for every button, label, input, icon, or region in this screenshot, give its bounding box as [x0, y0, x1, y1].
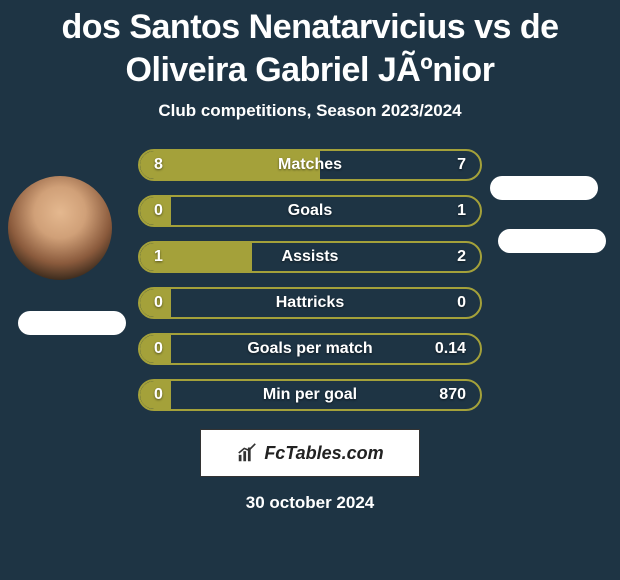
stat-value-right: 870	[439, 386, 466, 404]
stat-value-right: 7	[457, 156, 466, 174]
stat-row: 1Assists2	[138, 241, 482, 273]
stat-value-right: 1	[457, 202, 466, 220]
stat-label: Goals	[140, 202, 480, 220]
stat-label: Hattricks	[140, 294, 480, 312]
page-title: dos Santos Nenatarvicius vs de Oliveira …	[0, 0, 620, 95]
stats-container: 8Matches70Goals11Assists20Hattricks00Goa…	[138, 149, 482, 411]
stat-value-right: 2	[457, 248, 466, 266]
placeholder-pill	[498, 229, 606, 253]
placeholder-pill	[18, 311, 126, 335]
stat-row: 8Matches7	[138, 149, 482, 181]
footer-brand-box: FcTables.com	[200, 429, 420, 477]
stat-label: Matches	[140, 156, 480, 174]
placeholder-pill	[490, 176, 598, 200]
player-left-avatar	[8, 176, 112, 280]
stat-row: 0Hattricks0	[138, 287, 482, 319]
stat-label: Goals per match	[140, 340, 480, 358]
page-subtitle: Club competitions, Season 2023/2024	[0, 101, 620, 121]
footer-date: 30 october 2024	[0, 493, 620, 513]
footer-brand-text: FcTables.com	[264, 443, 383, 464]
chart-icon	[236, 442, 258, 464]
stat-label: Assists	[140, 248, 480, 266]
stat-label: Min per goal	[140, 386, 480, 404]
stat-value-right: 0	[457, 294, 466, 312]
stat-row: 0Min per goal870	[138, 379, 482, 411]
stat-value-right: 0.14	[435, 340, 466, 358]
stat-row: 0Goals per match0.14	[138, 333, 482, 365]
stat-row: 0Goals1	[138, 195, 482, 227]
